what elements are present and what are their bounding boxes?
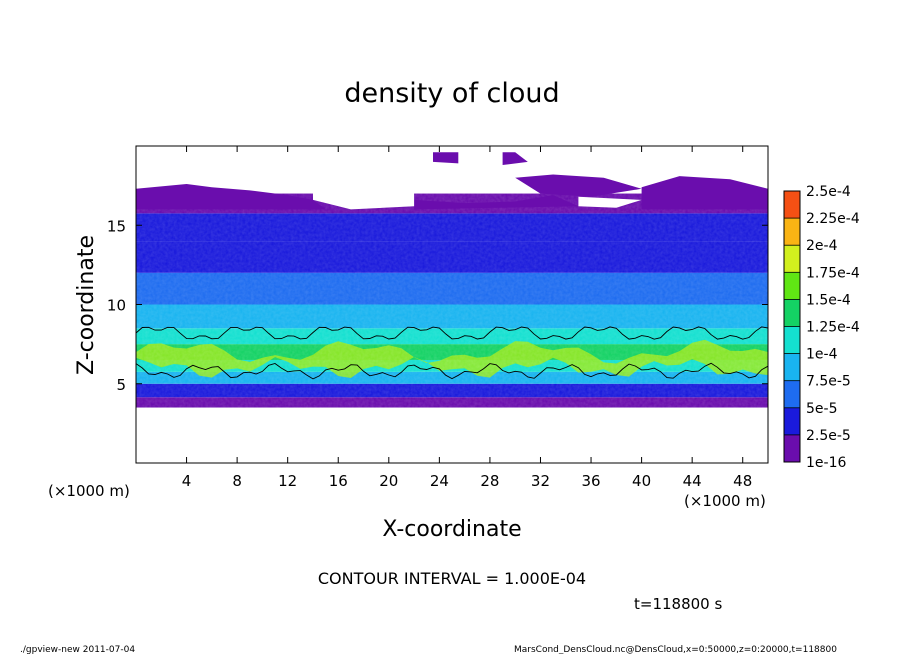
colorbar-swatch: [784, 326, 800, 354]
colorbar-label: 2.5e-4: [806, 184, 851, 200]
colorbar-label: 1.5e-4: [806, 292, 851, 308]
colorbar-swatch: [784, 299, 800, 327]
contour-line: [136, 326, 768, 340]
clear-gap: [313, 188, 415, 210]
colorbar-label: 1.75e-4: [806, 265, 860, 281]
y-axis-ticks: 5 10 15: [107, 217, 768, 394]
colorbar-label: 1e-4: [806, 347, 838, 363]
x-tick-label: 4: [182, 472, 192, 490]
y-tick-label: 5: [116, 376, 126, 394]
x-tick-label: 20: [379, 472, 398, 490]
cloud-top-patch: [136, 184, 326, 210]
x-axis-ticks: 4 8 12 16 20 24 28 32 36 40 44 48: [182, 146, 752, 490]
x-unit-left: (×1000 m): [48, 482, 130, 500]
y-tick-label: 15: [107, 217, 126, 235]
colorbar-swatch: [784, 380, 800, 408]
colorbar-label: 5e-5: [806, 401, 837, 417]
cloud-top-patches: [136, 152, 768, 210]
x-tick-label: 36: [581, 472, 600, 490]
colorbar-swatch: [784, 272, 800, 300]
colorbar-swatch: [784, 191, 800, 219]
cloud-top-patch: [433, 152, 459, 164]
chart-title: density of cloud: [344, 78, 559, 109]
colorbar-label: 1.25e-4: [806, 320, 860, 336]
contour-line: [136, 362, 768, 380]
x-tick-label: 16: [329, 472, 348, 490]
x-axis-label: X-coordinate: [382, 517, 521, 542]
contour-lines: [136, 326, 768, 380]
colorbar-swatch: [784, 218, 800, 246]
x-tick-label: 32: [531, 472, 550, 490]
cloud-top-patch: [515, 174, 642, 197]
colorbar-label: 2.25e-4: [806, 211, 860, 227]
plot-area: [136, 146, 768, 463]
x-tick-label: 48: [733, 472, 752, 490]
colorbar-swatch: [784, 434, 800, 462]
cloud-top-patch: [502, 152, 528, 165]
colorbar-swatch: [784, 245, 800, 273]
colorbar-label: 1e-16: [806, 455, 846, 471]
time-label: t=118800 s: [634, 595, 722, 613]
x-tick-label: 28: [480, 472, 499, 490]
x-tick-label: 44: [683, 472, 702, 490]
x-tick-label: 40: [632, 472, 651, 490]
colorbar-label: 2.5e-5: [806, 428, 851, 444]
contour-interval: CONTOUR INTERVAL = 1.000E-04: [318, 569, 586, 588]
x-tick-label: 24: [430, 472, 449, 490]
y-tick-label: 10: [107, 297, 126, 315]
colorbar-label: 2e-4: [806, 238, 838, 254]
colorbar-swatch: [784, 407, 800, 435]
x-unit-right: (×1000 m): [684, 492, 766, 510]
footer-left: ./gpview-new 2011-07-04: [20, 645, 135, 654]
x-tick-label: 12: [278, 472, 297, 490]
cloud-top-patch: [641, 176, 768, 210]
cloud-top-patch: [414, 195, 579, 210]
footer-right: MarsCond_DensCloud.nc@DensCloud,x=0:5000…: [514, 645, 837, 654]
colorbar: 1e-16 2.5e-5 5e-5 7.5e-5 1e-4 1.25e-4 1.5e-4 1.…: [783, 184, 860, 471]
colorbar-swatch: [784, 353, 800, 381]
colorbar-label: 7.5e-5: [806, 374, 851, 390]
x-tick-label: 8: [232, 472, 242, 490]
clear-gap: [578, 196, 642, 208]
y-axis-label: Z-coordinate: [74, 235, 99, 375]
